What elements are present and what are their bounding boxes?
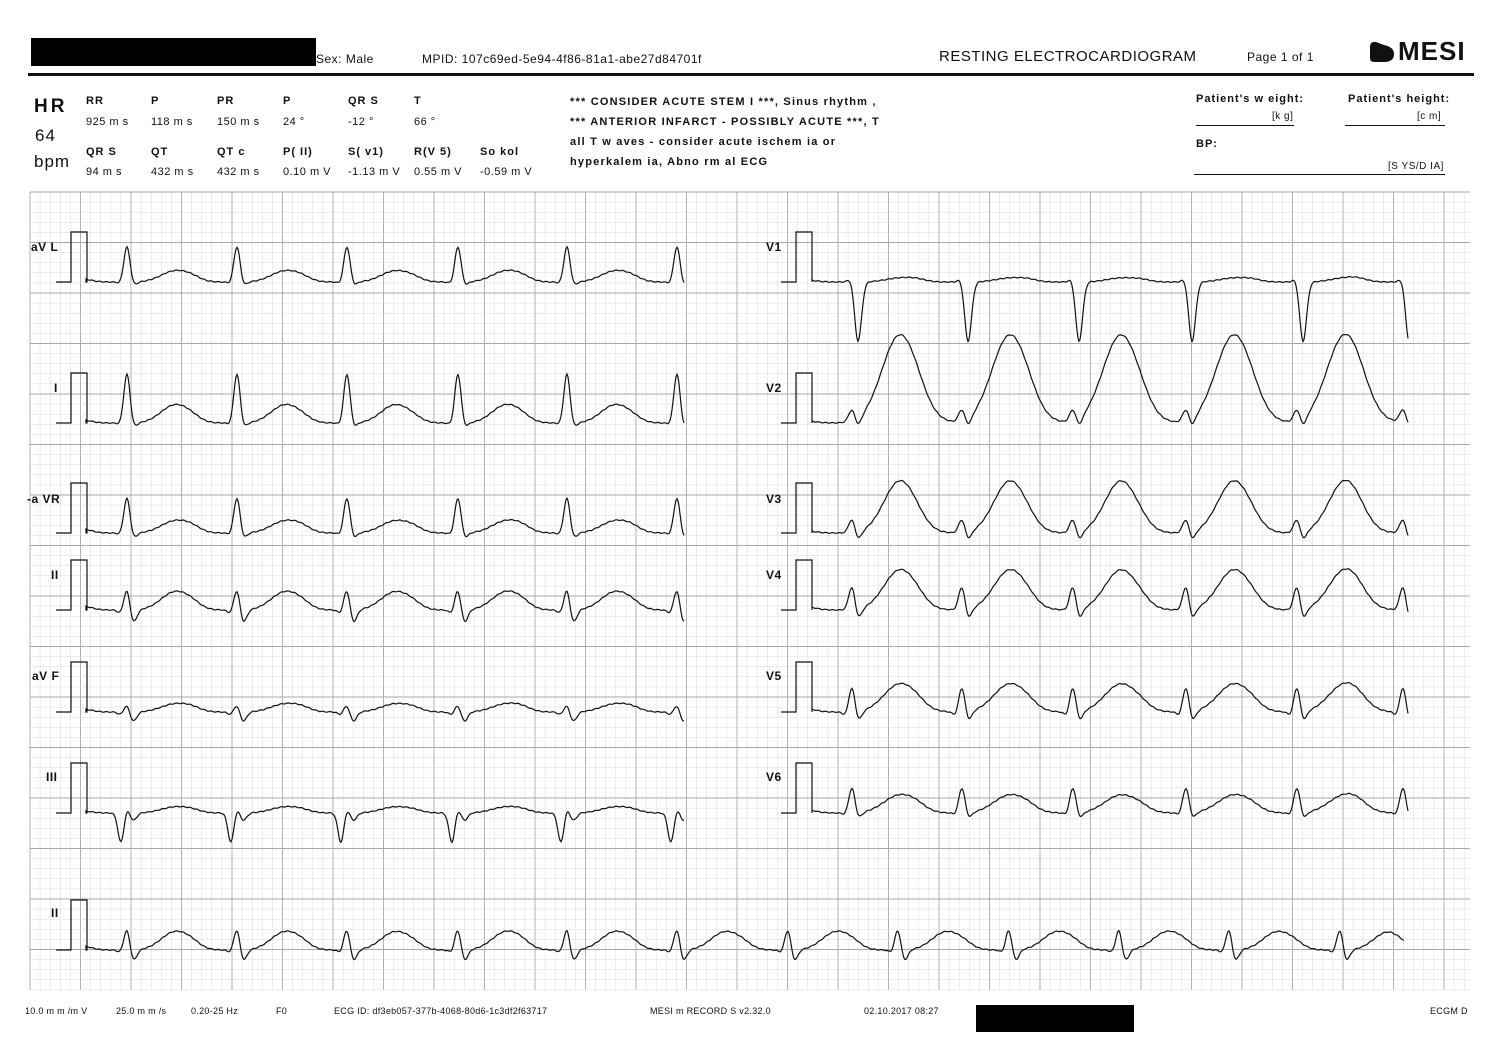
trace-i — [56, 372, 685, 427]
page-indicator: Page 1 of 1 — [1247, 50, 1314, 64]
footer-speed: 25.0 m m /s — [116, 1006, 167, 1016]
meas-value: 0.10 m V — [283, 166, 332, 178]
trace-v3 — [781, 479, 1409, 539]
meas-label: R(V 5) — [414, 146, 452, 158]
bp-field-line — [1194, 174, 1445, 175]
trace-avl — [56, 231, 685, 285]
meas-label: P( II) — [283, 146, 313, 158]
hr-unit: bpm — [34, 152, 71, 171]
meas-value: 925 m s — [86, 116, 129, 128]
redacted-footer-field — [976, 1005, 1134, 1032]
lead-label-v6: V6 — [766, 770, 782, 784]
meas-label: So kol — [480, 146, 520, 158]
bp-label: BP: — [1196, 138, 1218, 150]
logo-text: MESI — [1398, 36, 1466, 66]
header-divider — [28, 73, 1474, 76]
meas-label: PR — [217, 95, 235, 107]
footer-gain: 10.0 m m /m V — [25, 1006, 88, 1016]
trace-v5 — [781, 661, 1409, 720]
trace-ii — [56, 559, 685, 623]
report-title: RESTING ELECTROCARDIOGRAM — [939, 48, 1197, 65]
hr-value: 64 — [35, 126, 56, 145]
interpretation-line: all T w aves - consider acute ischem ia … — [570, 136, 837, 148]
meas-value: -1.13 m V — [348, 166, 401, 178]
ecg-traces — [56, 231, 1409, 961]
bp-unit: [S YS/D IA] — [1388, 161, 1444, 172]
mesi-logo: MESI — [1368, 36, 1466, 67]
meas-label: T — [414, 95, 422, 107]
mpid-field: MPID: 107c69ed-5e94-4f86-81a1-abe27d8470… — [422, 52, 702, 66]
lead-label-v5: V5 — [766, 669, 782, 683]
heart-logo-icon — [1370, 41, 1394, 62]
hr-label: HR — [34, 96, 68, 117]
meas-value: 432 m s — [151, 166, 194, 178]
meas-value: -12 ° — [348, 116, 374, 128]
meas-value: 24 ° — [283, 116, 305, 128]
lead-label-v4: V4 — [766, 568, 782, 582]
meas-label: P — [283, 95, 292, 107]
lead-label-avl: aV L — [31, 240, 59, 254]
lead-label-avf: aV F — [32, 669, 60, 683]
weight-unit: [k g] — [1272, 111, 1294, 122]
weight-label: Patient's w eight: — [1196, 93, 1305, 105]
height-label: Patient's height: — [1348, 93, 1451, 105]
lead-label-v3: V3 — [766, 492, 782, 506]
redacted-patient-name — [31, 38, 316, 66]
meas-label: QT — [151, 146, 169, 158]
lead-label-ii: II — [51, 568, 59, 582]
meas-label: RR — [86, 95, 104, 107]
meas-value: 66 ° — [414, 116, 436, 128]
meas-value: 118 m s — [151, 116, 193, 128]
trace-v1 — [781, 231, 1409, 344]
footer-filter: 0.20-25 Hz — [191, 1006, 239, 1016]
trace-avr — [56, 482, 685, 538]
footer-f0: F0 — [276, 1006, 288, 1016]
footer-datetime: 02.10.2017 08:27 — [864, 1006, 939, 1016]
meas-label: S( v1) — [348, 146, 384, 158]
lead-label-avr: -a VR — [27, 492, 61, 506]
height-unit: [c m] — [1417, 111, 1442, 122]
lead-label-v2: V2 — [766, 381, 782, 395]
meas-label: QT c — [217, 146, 246, 158]
interpretation-line: *** CONSIDER ACUTE STEM I ***, Sinus rhy… — [570, 96, 877, 108]
meas-value: 150 m s — [217, 116, 260, 128]
height-field-line — [1345, 125, 1445, 126]
sex-field: Sex: Male — [316, 52, 374, 66]
ecg-grid — [29, 191, 1470, 991]
footer-ecg-id: ECG ID: df3eb057-377b-4068-80d6-1c3df2f6… — [334, 1006, 548, 1016]
trace-avf — [56, 661, 685, 722]
interpretation-line: hyperkalem ia, Abno rm al ECG — [570, 156, 769, 168]
lead-label-i: I — [54, 381, 58, 395]
trace-v4 — [781, 559, 1409, 618]
meas-value: 0.55 m V — [414, 166, 463, 178]
meas-value: 432 m s — [217, 166, 260, 178]
footer-code: ECGM D — [1430, 1006, 1468, 1016]
meas-label: QR S — [86, 146, 117, 158]
meas-label: P — [151, 95, 160, 107]
lead-label-rhythm-ii: II — [51, 906, 59, 920]
trace-rhythm-ii — [56, 899, 1405, 961]
meas-label: QR S — [348, 95, 379, 107]
lead-label-v1: V1 — [766, 240, 782, 254]
weight-field-line — [1196, 125, 1294, 126]
interpretation-line: *** ANTERIOR INFARCT - POSSIBLY ACUTE **… — [570, 116, 880, 128]
lead-label-iii: III — [46, 770, 58, 784]
meas-value: -0.59 m V — [480, 166, 533, 178]
trace-iii — [56, 762, 685, 844]
footer-software: MESI m RECORD S v2.32.0 — [650, 1006, 771, 1016]
meas-value: 94 m s — [86, 166, 123, 178]
trace-v2 — [781, 333, 1409, 425]
trace-v6 — [781, 762, 1409, 818]
